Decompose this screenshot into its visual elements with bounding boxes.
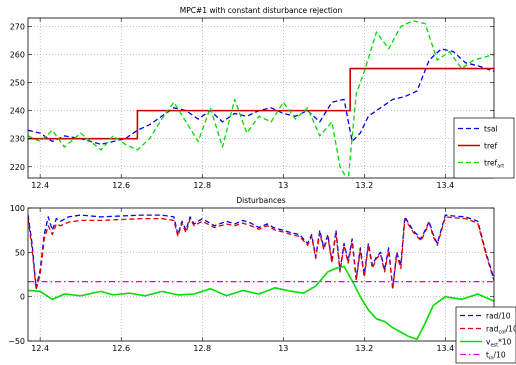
legend: tsal tref trefart [453,117,515,179]
legend-box [455,306,516,364]
axes-box [27,17,495,179]
chart-panel-1: MPC#1 with constant disturbance rejectio… [10,6,515,190]
y-tick-label: 260 [10,50,25,59]
x-tick-label: 13.4 [436,344,454,353]
y-tick-label: 220 [10,163,25,172]
series-group [28,20,494,178]
chart-title: Disturbances [236,196,285,205]
y-tick-label: −50 [8,337,25,346]
x-tick-label: 12.4 [31,344,49,353]
x-tick-label: 13 [278,344,288,353]
legend: rad/10 radcol/10 vest*10 tin/10 [455,306,516,364]
axes-box [27,207,495,342]
y-tick-label: 270 [10,22,25,31]
legend-label: vest*10 [486,338,512,349]
series-line-2 [28,67,494,140]
x-tick-label: 12.8 [193,344,211,353]
series-line-3 [28,265,494,341]
x-tick-label: 12.4 [31,181,49,190]
series-line-2 [28,216,494,291]
x-tick-label: 13.2 [355,181,373,190]
legend-label: radcol/10 [486,325,516,336]
series-line-1 [28,214,494,289]
series-line-3 [28,20,494,178]
x-tick-label: 12.6 [112,344,130,353]
y-tick-label: 230 [10,135,25,144]
legend-label: tin/10 [486,351,506,362]
legend-label: rad/10 [486,312,511,321]
series-line-1 [28,48,494,145]
chart-title: MPC#1 with constant disturbance rejectio… [180,6,343,15]
plot-area [28,18,494,178]
x-tick-label: 12.6 [112,181,130,190]
legend-box [453,117,515,179]
x-tick-label: 12.8 [193,181,211,190]
x-tick-label: 13 [278,181,288,190]
legend-label: tsal [484,125,498,134]
y-tick-label: 100 [10,204,25,213]
plot-area [28,208,494,341]
chart-panel-2: Disturbances 12.4 12.6 12.8 13 13.2 13.4 −50 0 50… [8,196,516,364]
x-tick-label: 13.2 [355,344,373,353]
series-group [28,214,494,341]
y-tick-label: 250 [10,79,25,88]
y-tick-label: 0 [20,293,25,302]
x-tick-label: 13.4 [436,181,454,190]
legend-label: trefart [484,159,504,170]
y-tick-label: 240 [10,107,25,116]
y-tick-label: 50 [15,248,25,257]
legend-label: tref [484,142,497,151]
